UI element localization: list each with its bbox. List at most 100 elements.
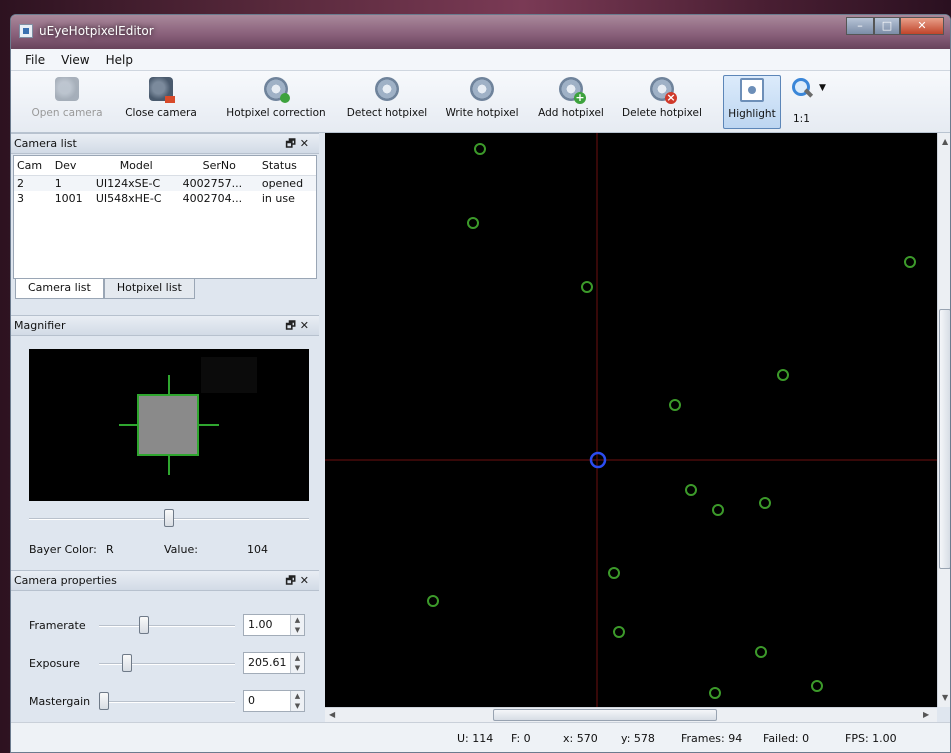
value-label: Value: [164, 543, 198, 556]
hotpixel-correction-button[interactable]: Hotpixel correction [217, 75, 335, 129]
col-serno[interactable]: SerNo [179, 156, 259, 176]
horizontal-scroll-thumb[interactable] [493, 709, 717, 721]
menu-help[interactable]: Help [105, 52, 133, 67]
app-icon [19, 24, 33, 38]
title-bar[interactable]: uEyeHotpixelEditor – □ ✕ [11, 15, 950, 49]
spin-arrows-icon[interactable]: ▲ ▼ [290, 691, 304, 711]
tab-camera-list[interactable]: Camera list [15, 279, 104, 299]
zoom-dropdown-button[interactable]: ▼ 1:1 [787, 75, 833, 129]
col-status[interactable]: Status [258, 156, 316, 176]
highlight-icon [740, 78, 764, 102]
magnifier-zoom-slider[interactable] [164, 509, 174, 527]
framerate-track[interactable] [99, 625, 235, 627]
camera-properties-dock-title: Camera properties 🗗✕ [11, 570, 319, 591]
detect-hotpixel-button[interactable]: Detect hotpixel [341, 75, 433, 129]
hotpixel-marker[interactable] [467, 217, 479, 229]
mastergain-value: 0 [248, 694, 255, 707]
vertical-scroll-thumb[interactable] [939, 309, 950, 569]
cell-model: UI124xSE-C [92, 175, 180, 191]
tab-hotpixel-list[interactable]: Hotpixel list [103, 279, 195, 299]
status-u: U: 114 [457, 732, 494, 745]
exposure-track[interactable] [99, 663, 235, 665]
hotpixel-marker[interactable] [904, 256, 916, 268]
status-y: y: 578 [621, 732, 655, 745]
dock-float-close-icon[interactable]: 🗗✕ [285, 319, 313, 332]
close-camera-button[interactable]: Close camera [121, 75, 201, 129]
col-model[interactable]: Model [92, 156, 180, 176]
hotpixel-marker[interactable] [709, 687, 721, 699]
table-row[interactable]: 2 1 UI124xSE-C 4002757... opened [14, 175, 316, 191]
framerate-label: Framerate [29, 619, 86, 632]
minimize-button[interactable]: – [846, 17, 874, 35]
menu-view[interactable]: View [61, 52, 90, 67]
hotpixel-marker[interactable] [474, 143, 486, 155]
exposure-label: Exposure [29, 657, 80, 670]
hotpixel-marker[interactable] [608, 567, 620, 579]
zoom-level: 1:1 [793, 113, 810, 125]
hotpixel-marker[interactable] [759, 497, 771, 509]
add-hotpixel-button[interactable]: Add hotpixel [531, 75, 611, 129]
exposure-slider[interactable] [122, 654, 132, 672]
maximize-button[interactable]: □ [874, 17, 900, 35]
highlight-button[interactable]: Highlight [723, 75, 781, 129]
camera-list-tabs: Camera list Hotpixel list [15, 279, 195, 299]
hotpixel-marker[interactable] [777, 369, 789, 381]
zoom-icon [791, 77, 815, 101]
dock-float-close-icon[interactable]: 🗗✕ [285, 137, 313, 150]
delete-hotpixel-icon [650, 77, 677, 104]
cell-status: opened [258, 175, 316, 191]
mastergain-spinbox[interactable]: 0 ▲ ▼ [243, 690, 305, 712]
delete-hotpixel-button[interactable]: Delete hotpixel [617, 75, 707, 129]
mastergain-track[interactable] [99, 701, 235, 703]
hotpixel-marker[interactable] [427, 595, 439, 607]
write-hotpixel-button[interactable]: Write hotpixel [439, 75, 525, 129]
status-f: F: 0 [511, 732, 531, 745]
scroll-right-icon[interactable]: ▶ [923, 710, 930, 719]
mastergain-slider[interactable] [99, 692, 109, 710]
horizontal-scrollbar[interactable]: ◀ ▶ [325, 707, 937, 722]
image-viewport[interactable] [325, 133, 937, 707]
spin-arrows-icon[interactable]: ▲ ▼ [290, 653, 304, 673]
selected-hotpixel-marker[interactable] [589, 451, 607, 469]
magnifier-title: Magnifier [14, 319, 66, 332]
status-bar: U: 114 F: 0 x: 570 y: 578 Frames: 94 Fai… [11, 722, 950, 752]
scroll-down-icon[interactable]: ▼ [942, 693, 949, 702]
app-window: uEyeHotpixelEditor – □ ✕ File View Help … [10, 14, 951, 753]
vertical-scrollbar[interactable]: ▲ ▼ [937, 133, 950, 707]
close-camera-icon [149, 77, 175, 103]
open-camera-button[interactable]: Open camera [25, 75, 109, 129]
bayer-color-label: Bayer Color: [29, 543, 97, 556]
cell-dev: 1001 [54, 192, 83, 205]
table-row[interactable]: 3 1001 UI548xHE-C 4002704... in use [14, 191, 316, 206]
cell-serno: 4002704... [182, 192, 243, 205]
col-dev[interactable]: Dev [51, 156, 93, 176]
dropdown-arrow-icon: ▼ [819, 83, 826, 93]
hotpixel-overlay[interactable] [325, 133, 937, 707]
hotpixel-marker[interactable] [811, 680, 823, 692]
hotpixel-marker[interactable] [712, 504, 724, 516]
framerate-value: 1.00 [248, 618, 273, 631]
hotpixel-marker[interactable] [755, 646, 767, 658]
exposure-spinbox[interactable]: 205.61 ▲ ▼ [243, 652, 305, 674]
close-window-button[interactable]: ✕ [900, 17, 944, 35]
framerate-spinbox[interactable]: 1.00 ▲ ▼ [243, 614, 305, 636]
spin-arrows-icon[interactable]: ▲ ▼ [290, 615, 304, 635]
hotpixel-marker[interactable] [669, 399, 681, 411]
hotpixel-marker[interactable] [685, 484, 697, 496]
add-hotpixel-icon [559, 77, 586, 104]
status-fps: FPS: 1.00 [845, 732, 897, 745]
camera-list-dock-title: Camera list 🗗✕ [11, 133, 319, 154]
dock-float-close-icon[interactable]: 🗗✕ [285, 574, 313, 587]
scroll-up-icon[interactable]: ▲ [942, 137, 949, 146]
scroll-left-icon[interactable]: ◀ [329, 710, 336, 719]
hotpixel-marker[interactable] [613, 626, 625, 638]
window-title: uEyeHotpixelEditor [39, 24, 154, 38]
framerate-slider[interactable] [139, 616, 149, 634]
status-x: x: 570 [563, 732, 598, 745]
toolbar: Open camera Close camera Hotpixel correc… [11, 71, 950, 133]
col-cam[interactable]: Cam [14, 156, 52, 176]
menu-file[interactable]: File [25, 52, 46, 67]
camera-list-table-panel: Cam Dev Model SerNo Status 2 1 UI124xSE-… [13, 155, 317, 279]
hotpixel-marker[interactable] [581, 281, 593, 293]
magnified-pixel [137, 394, 199, 456]
